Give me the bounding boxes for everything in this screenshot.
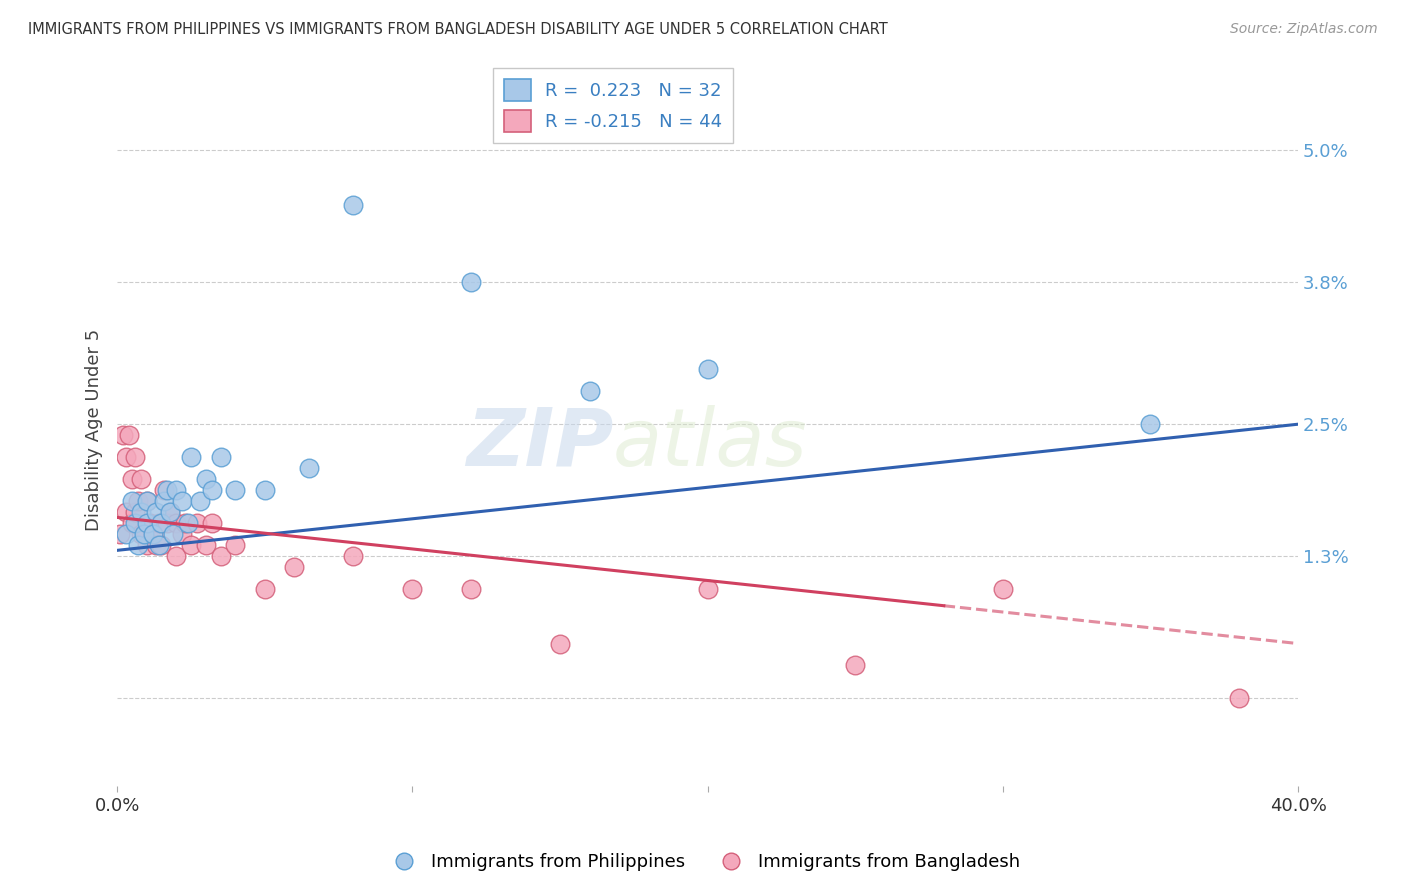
Point xyxy=(129,505,152,519)
Point xyxy=(180,450,202,464)
Point xyxy=(188,494,211,508)
Point xyxy=(150,516,173,530)
Point xyxy=(132,527,155,541)
Point xyxy=(209,549,232,563)
Point xyxy=(180,538,202,552)
Text: ZIP: ZIP xyxy=(465,405,613,483)
Point xyxy=(578,384,600,399)
Point xyxy=(142,527,165,541)
Point xyxy=(201,483,224,497)
Point xyxy=(121,516,143,530)
Point xyxy=(194,538,217,552)
Point xyxy=(156,516,179,530)
Point xyxy=(253,582,276,596)
Point xyxy=(162,527,184,541)
Point xyxy=(108,527,131,541)
Point xyxy=(129,527,152,541)
Point xyxy=(253,483,276,497)
Point xyxy=(1139,417,1161,432)
Point xyxy=(135,494,157,508)
Point xyxy=(177,516,200,530)
Point xyxy=(209,450,232,464)
Point xyxy=(696,362,718,376)
Point xyxy=(298,461,321,475)
Point xyxy=(112,428,135,442)
Point xyxy=(115,505,138,519)
Point xyxy=(135,538,157,552)
Legend: R =  0.223   N = 32, R = -0.215   N = 44: R = 0.223 N = 32, R = -0.215 N = 44 xyxy=(494,68,734,143)
Point xyxy=(186,516,208,530)
Point xyxy=(153,494,176,508)
Point xyxy=(124,450,146,464)
Point xyxy=(145,505,167,519)
Point xyxy=(159,505,181,519)
Point xyxy=(148,538,170,552)
Point xyxy=(342,198,364,212)
Point xyxy=(115,527,138,541)
Point xyxy=(548,636,571,650)
Point xyxy=(460,582,482,596)
Point xyxy=(172,527,194,541)
Text: IMMIGRANTS FROM PHILIPPINES VS IMMIGRANTS FROM BANGLADESH DISABILITY AGE UNDER 5: IMMIGRANTS FROM PHILIPPINES VS IMMIGRANT… xyxy=(28,22,887,37)
Point xyxy=(127,494,149,508)
Point xyxy=(145,538,167,552)
Point xyxy=(165,516,187,530)
Point xyxy=(150,538,173,552)
Point xyxy=(696,582,718,596)
Point xyxy=(401,582,423,596)
Point xyxy=(156,483,179,497)
Point xyxy=(342,549,364,563)
Point xyxy=(165,549,187,563)
Point xyxy=(159,505,181,519)
Point xyxy=(138,516,160,530)
Point xyxy=(124,516,146,530)
Point xyxy=(127,538,149,552)
Point xyxy=(129,472,152,486)
Point xyxy=(118,428,141,442)
Point xyxy=(121,472,143,486)
Point xyxy=(121,494,143,508)
Legend: Immigrants from Philippines, Immigrants from Bangladesh: Immigrants from Philippines, Immigrants … xyxy=(380,847,1026,879)
Point xyxy=(115,450,138,464)
Point xyxy=(194,472,217,486)
Y-axis label: Disability Age Under 5: Disability Age Under 5 xyxy=(86,328,103,531)
Point xyxy=(1227,691,1250,706)
Point xyxy=(172,494,194,508)
Point xyxy=(174,516,197,530)
Point xyxy=(283,559,305,574)
Point xyxy=(142,527,165,541)
Point xyxy=(844,658,866,673)
Point xyxy=(460,275,482,289)
Point xyxy=(135,516,157,530)
Point xyxy=(135,494,157,508)
Point xyxy=(150,516,173,530)
Point xyxy=(148,516,170,530)
Point xyxy=(991,582,1014,596)
Text: atlas: atlas xyxy=(613,405,808,483)
Point xyxy=(124,505,146,519)
Text: Source: ZipAtlas.com: Source: ZipAtlas.com xyxy=(1230,22,1378,37)
Point xyxy=(224,483,246,497)
Point xyxy=(201,516,224,530)
Point xyxy=(165,483,187,497)
Point xyxy=(224,538,246,552)
Point xyxy=(132,527,155,541)
Point xyxy=(153,483,176,497)
